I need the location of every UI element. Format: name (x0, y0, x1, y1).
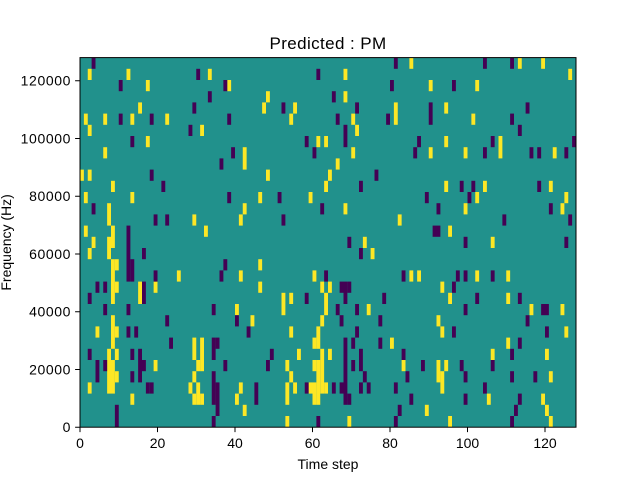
svg-text:20000: 20000 (29, 361, 71, 377)
svg-text:60000: 60000 (29, 246, 71, 262)
svg-text:Predicted : PM: Predicted : PM (269, 34, 386, 53)
svg-text:100: 100 (456, 435, 480, 451)
svg-text:120000: 120000 (21, 73, 71, 89)
svg-text:100000: 100000 (21, 130, 71, 146)
svg-text:Frequency (Hz): Frequency (Hz) (0, 194, 14, 290)
svg-text:60: 60 (305, 435, 321, 451)
svg-text:40: 40 (227, 435, 243, 451)
svg-text:80000: 80000 (29, 188, 71, 204)
svg-text:0: 0 (76, 435, 84, 451)
svg-text:Time step: Time step (298, 456, 359, 472)
svg-text:20: 20 (150, 435, 166, 451)
svg-text:40000: 40000 (29, 304, 71, 320)
svg-text:80: 80 (382, 435, 398, 451)
svg-text:0: 0 (63, 419, 71, 435)
svg-text:120: 120 (533, 435, 557, 451)
